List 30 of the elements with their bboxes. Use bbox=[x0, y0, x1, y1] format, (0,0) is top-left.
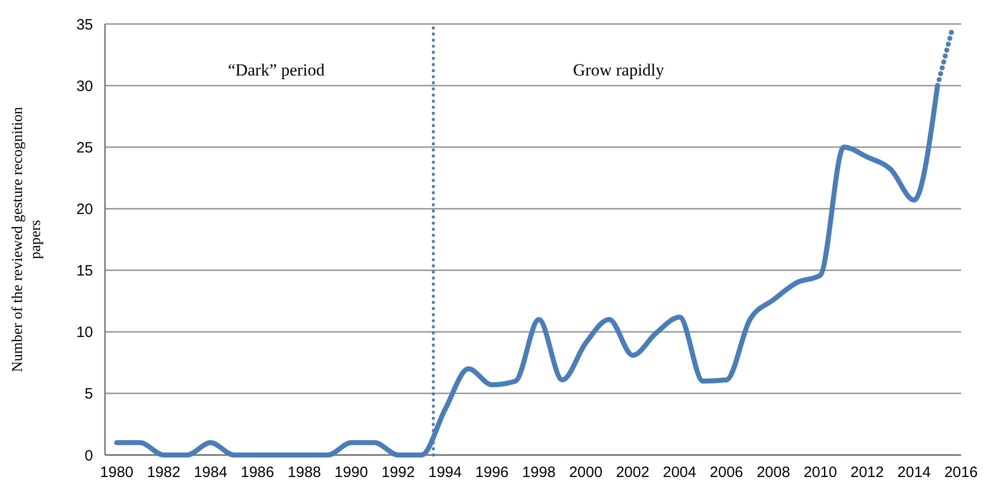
x-tick-label: 2008 bbox=[756, 464, 790, 481]
y-tick-label: 25 bbox=[76, 139, 93, 156]
annotation: “Dark” period bbox=[228, 60, 326, 80]
x-tick-label: 1986 bbox=[240, 464, 274, 481]
y-tick-label: 20 bbox=[76, 200, 93, 218]
x-tick-label: 1998 bbox=[522, 464, 556, 481]
x-tick-label: 2014 bbox=[897, 464, 931, 481]
x-tick-label: 1990 bbox=[334, 464, 368, 481]
x-tick-label: 1980 bbox=[100, 464, 134, 481]
x-tick-label: 1994 bbox=[428, 464, 462, 481]
x-tick-label: 2006 bbox=[710, 464, 744, 481]
x-tick-label: 1982 bbox=[146, 464, 180, 481]
x-tick-label: 1984 bbox=[194, 464, 228, 481]
x-tick-label: 2012 bbox=[850, 464, 884, 481]
y-tick-label: 10 bbox=[76, 324, 93, 342]
x-tick-label: 2002 bbox=[616, 464, 650, 481]
x-tick-label: 1988 bbox=[288, 464, 322, 481]
x-tick-label: 1992 bbox=[381, 464, 415, 481]
y-tick-label: 30 bbox=[76, 78, 93, 95]
y-tick-label: 35 bbox=[76, 16, 93, 34]
y-tick-label: 5 bbox=[84, 386, 93, 403]
y-axis-title: Number of the reviewed gesture recognition papers bbox=[10, 106, 44, 372]
y-tick-label: 0 bbox=[84, 447, 93, 464]
x-tick-label: 2016 bbox=[944, 464, 978, 481]
y-tick-label: 15 bbox=[76, 262, 93, 280]
x-tick-label: 1996 bbox=[475, 464, 509, 481]
annotation: Grow rapidly bbox=[573, 60, 665, 80]
x-tick-label: 2000 bbox=[569, 464, 602, 481]
x-tick-label: 2010 bbox=[804, 464, 837, 481]
x-tick-label: 2004 bbox=[662, 464, 696, 481]
